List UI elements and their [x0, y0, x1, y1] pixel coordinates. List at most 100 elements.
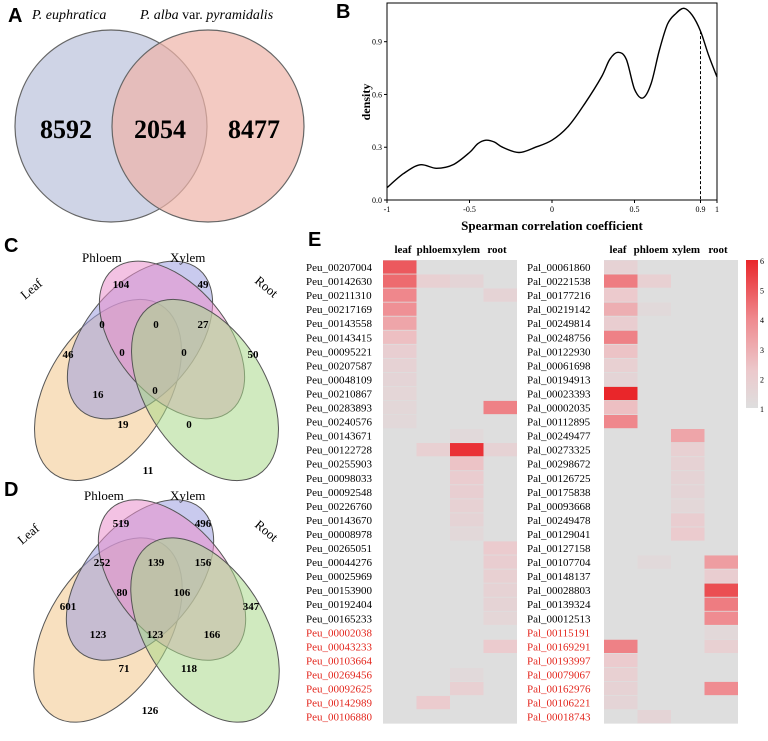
heatmap-left-cell [483, 260, 517, 274]
heatmap-right-cell [604, 555, 638, 569]
heatmap-right-cell [604, 611, 638, 625]
heatmap-left-cell [383, 611, 417, 625]
heatmap-left-cell [383, 457, 417, 471]
panel-e: E leaf phloem xylem root leaf phloem xylem roo… [306, 229, 764, 724]
heatmap-right-cell [637, 555, 671, 569]
heatmap-left-cell [450, 541, 484, 555]
heatmap-left-cell [483, 639, 517, 653]
heatmap-right-cell [637, 358, 671, 372]
heatmap-right-cell [637, 344, 671, 358]
heatmap-left-cell [383, 541, 417, 555]
heatmap-right-cell [604, 569, 638, 583]
heatmap-left-gene-label: Peu_00265051 [306, 543, 372, 555]
heatmap-right-cell [604, 316, 638, 330]
heatmap-right-cell [671, 555, 705, 569]
heatmap-left-cell [383, 653, 417, 668]
heatmap-left-cell [416, 499, 450, 513]
heatmap-right-gene-label: Pal_00249478 [527, 515, 591, 527]
venn-d-count-l: 601 [60, 601, 77, 613]
venn-c-count-l: 46 [63, 349, 75, 361]
heatmap-right-cell [604, 471, 638, 485]
heatmap-left-header: leaf phloem xylem root [394, 244, 507, 256]
heatmap-left-cell [383, 555, 417, 569]
heatmap-left-cell [416, 457, 450, 471]
venn-a-right-label-var: var. [179, 8, 207, 23]
heatmap-left-cell [416, 288, 450, 302]
density-plot-frame [386, 2, 718, 201]
heatmap-right-gene-label: Pal_00115191 [527, 627, 590, 639]
heatmap-left-gene-label: Peu_00143671 [306, 431, 372, 443]
heatmap-right-gene-label: Pal_00193997 [527, 655, 591, 667]
heatmap-left-gene-label: Peu_00153900 [306, 585, 373, 597]
heatmap-left-cell [383, 443, 417, 457]
heatmap-left-cell [416, 681, 450, 696]
heatmap-right-cell [704, 499, 738, 513]
heatmap-right-cell [704, 429, 738, 443]
heatmap-right: Pal_00061860 Pal_00221538 Pal_00177216 Pal_… [527, 260, 738, 724]
venn-c-count-lx: 0 [119, 347, 125, 359]
panel-b: B -1 -0.5 0 0.5 0.9 1 0.0 0.3 0.6 0.9 Spearman co… [336, 1, 719, 233]
heatmap-right-cell [704, 372, 738, 387]
heatmap-left-cell [416, 274, 450, 288]
heatmap-left-gene-label: Peu_00143670 [306, 515, 373, 527]
heatmap-right-cell [604, 499, 638, 513]
heatmap-right-cell [671, 681, 705, 696]
heatmap-right-cell [637, 569, 671, 583]
heatmap-right-cell [704, 316, 738, 330]
heatmap-left-cell [483, 316, 517, 330]
heatmap-left-cell [450, 639, 484, 653]
heatmap-right-cell [637, 260, 671, 274]
heatmap-right-cell [704, 625, 738, 639]
heatmap-left-cell [450, 372, 484, 387]
heatmap-right-cell [704, 667, 738, 682]
heatmap-right-gene-label: Pal_00028803 [527, 585, 591, 597]
heatmap-right-cell [637, 443, 671, 457]
heatmap-right-cell [704, 288, 738, 302]
heatmap-left-cell [416, 513, 450, 527]
venn-a-right-count: 8477 [228, 115, 280, 144]
heatmap-right-cell [704, 513, 738, 527]
heatmap-left-cell [483, 485, 517, 499]
heatmap-left-gene-label: Peu_00143558 [306, 318, 373, 330]
venn-d-xylem-label: Xylem [170, 488, 205, 503]
heatmap-right-cell [671, 541, 705, 555]
heatmap-left-gene-label: Peu_00095221 [306, 346, 372, 358]
heatmap-left-gene-label: Peu_00098033 [306, 473, 373, 485]
heatmap-right-cell [604, 358, 638, 372]
heatmap-left-cell [483, 611, 517, 625]
heatmap-left-gene-label: Peu_00217169 [306, 304, 373, 316]
venn-c-count-x: 49 [198, 279, 210, 291]
heatmap-left-cell [450, 527, 484, 541]
heatmap-right-cell [704, 302, 738, 316]
heatmap-left-gene-label: Peu_00207587 [306, 360, 373, 372]
heatmap-right-cell [637, 710, 671, 724]
heatmap-left-cell [416, 611, 450, 625]
heatmap-left-cell [383, 414, 417, 429]
venn-c-count-lxr: 0 [186, 419, 192, 431]
heatmap-left-cell [483, 386, 517, 401]
heatmap-right-cell [671, 583, 705, 597]
heatmap-left-cell [450, 358, 484, 372]
heatmap-right-gene-label: Pal_00221538 [527, 276, 591, 288]
heatmap-right-cell [704, 653, 738, 668]
heatmap-left-cell [483, 527, 517, 541]
venn-d-count-pr: 106 [174, 587, 191, 599]
heatmap-right-cell [637, 372, 671, 387]
heatmap-left-column-header: xylem [452, 244, 480, 256]
heatmap-left-cell [450, 260, 484, 274]
venn-a-circle-right [111, 29, 305, 223]
heatmap-left-cell [416, 597, 450, 611]
heatmap-left-cell [483, 569, 517, 583]
heatmap-left-cell [483, 414, 517, 429]
heatmap-left-cell [416, 260, 450, 274]
heatmap-left-cell [450, 611, 484, 625]
heatmap-left-cell [450, 443, 484, 457]
heatmap-left-cell [483, 302, 517, 316]
heatmap-right-cell [604, 695, 638, 710]
heatmap-legend-tick-label: 1 [760, 405, 764, 414]
heatmap-right-cell [604, 639, 638, 653]
heatmap-right-cell [671, 344, 705, 358]
heatmap-right-cell [704, 597, 738, 611]
heatmap-legend-tick-label: 2 [760, 375, 764, 384]
heatmap-left-cell [483, 555, 517, 569]
